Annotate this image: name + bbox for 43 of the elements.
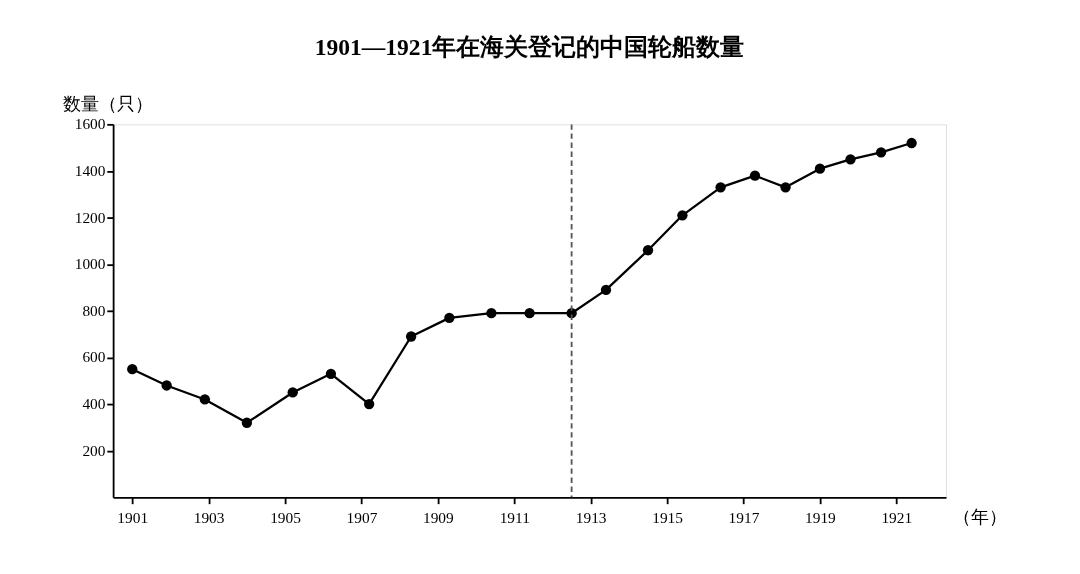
chart-title: 1901—1921年在海关登记的中国轮船数量	[314, 33, 745, 60]
point	[199, 394, 211, 405]
point	[715, 182, 726, 193]
point	[642, 245, 654, 256]
point	[486, 308, 497, 319]
x-tick-label: 1919	[805, 509, 837, 527]
point	[127, 364, 138, 375]
point	[845, 154, 856, 165]
y-tick-label: 1400	[74, 161, 106, 179]
x-tick-label: 1921	[881, 509, 913, 527]
point	[161, 380, 172, 391]
point	[600, 284, 612, 296]
x-tick-label: 1905	[270, 509, 302, 527]
x-tick-label: 1903	[193, 509, 225, 527]
point	[405, 331, 417, 342]
point	[524, 308, 535, 319]
x-tick-label: 1907	[346, 509, 378, 527]
x-tick-label: 1901	[117, 509, 149, 527]
y-tick-label: 400	[82, 395, 106, 413]
point	[780, 182, 791, 193]
y-tick-label: 200	[82, 441, 106, 459]
point	[287, 387, 298, 398]
point	[875, 147, 887, 158]
point	[241, 417, 253, 428]
x-tick-label: 1915	[652, 509, 684, 527]
y-tick-label: 800	[82, 301, 106, 319]
x-tick-label: 1911	[499, 509, 530, 527]
x-tick-label: 1917	[728, 509, 760, 527]
x-tick-label: 1909	[422, 509, 455, 527]
point	[906, 137, 917, 149]
point	[363, 398, 375, 410]
point	[749, 170, 761, 181]
y-axis-title: 数量（只）	[63, 93, 154, 114]
point	[325, 368, 337, 379]
x-axis-title: （年）	[953, 506, 1008, 527]
y-tick-label: 1200	[74, 208, 106, 226]
x-tick-label: 1913	[575, 509, 607, 527]
point	[814, 163, 826, 174]
point	[444, 312, 455, 324]
y-tick-label: 1600	[74, 115, 106, 133]
y-tick-label: 600	[82, 348, 106, 366]
point	[677, 210, 688, 221]
y-tick-label: 1000	[74, 255, 106, 273]
